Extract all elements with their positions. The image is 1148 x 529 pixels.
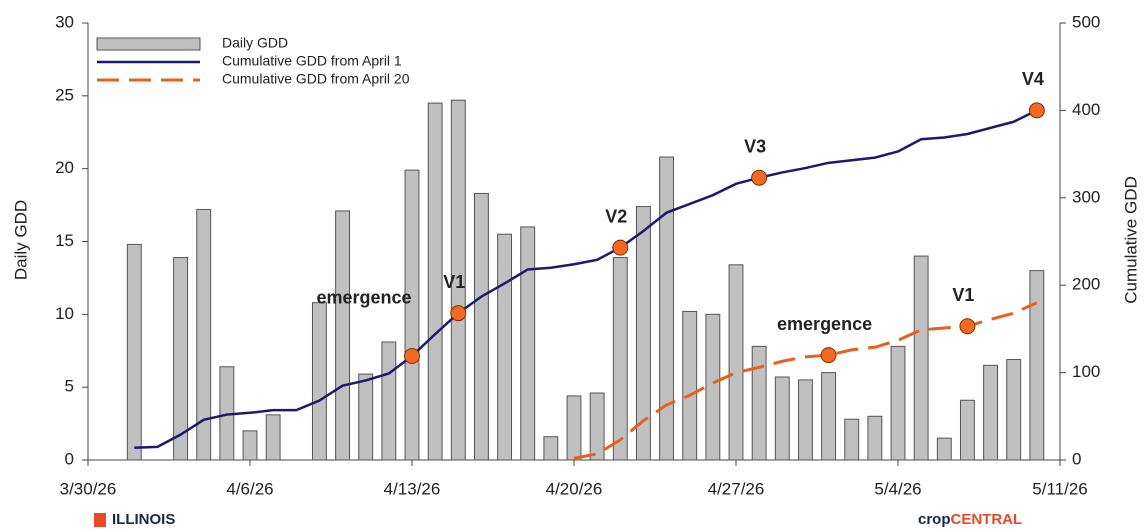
- logo-icon: [94, 513, 106, 527]
- y-tick-label: 10: [55, 304, 74, 323]
- bar: [335, 210, 351, 461]
- y2-tick-label: 400: [1072, 100, 1100, 119]
- brand: cropCENTRAL: [918, 511, 1022, 528]
- x-tick-label: 4/13/26: [384, 479, 441, 498]
- x-tick-label: 4/6/26: [226, 479, 273, 498]
- y2-tick-label: 100: [1072, 362, 1100, 381]
- bar: [913, 255, 929, 461]
- stage-marker: [1028, 102, 1045, 119]
- bar: [520, 226, 536, 461]
- legend-label: Daily GDD: [222, 35, 288, 51]
- y2-axis-title: Cumulative GDD: [1121, 176, 1140, 304]
- y2-tick-label: 0: [1072, 449, 1081, 468]
- stage-label: V3: [744, 136, 766, 156]
- bar: [242, 430, 258, 461]
- stage-label: V1: [443, 272, 465, 292]
- bar: [473, 192, 489, 461]
- legend: Daily GDD Cumulative GDD from April 1 Cumu…: [96, 35, 410, 87]
- bar: [196, 208, 212, 461]
- bar: [659, 156, 675, 461]
- stage-marker: [450, 305, 467, 322]
- bar: [959, 399, 975, 461]
- y-axis-title: Daily GDD: [11, 200, 30, 280]
- bar: [821, 372, 837, 461]
- stage-marker: [404, 347, 420, 364]
- y2-tick-label: 500: [1072, 12, 1100, 31]
- y-tick-label: 15: [55, 231, 74, 250]
- bar: [1006, 358, 1022, 461]
- legend-label: Cumulative GDD from April 20: [222, 71, 410, 87]
- stage-label: emergence: [316, 288, 411, 308]
- stage-marker: [612, 239, 629, 256]
- x-tick-label: 4/20/26: [546, 479, 603, 498]
- y2-tick-label: 300: [1072, 187, 1100, 206]
- x-tick-label: 3/30/26: [60, 479, 117, 498]
- line: [134, 109, 1038, 450]
- bar: [126, 243, 142, 461]
- bar: [311, 302, 327, 461]
- bar: [543, 436, 559, 461]
- brand-b: CENTRAL: [951, 511, 1023, 528]
- bar: [381, 341, 397, 461]
- bar: [450, 99, 466, 461]
- stage-label: V1: [952, 285, 974, 305]
- brand-a: crop: [918, 511, 951, 528]
- line: [573, 301, 1038, 460]
- bar: [774, 376, 790, 461]
- bar: [265, 414, 281, 461]
- bar: [705, 313, 721, 461]
- legend-label: Cumulative GDD from April 1: [222, 53, 402, 69]
- bar: [497, 233, 513, 461]
- bar: [404, 169, 420, 461]
- stage-marker: [959, 318, 976, 335]
- x-tick-label: 5/4/26: [874, 479, 921, 498]
- bar: [612, 257, 628, 461]
- bar: [566, 395, 582, 461]
- stage-label: emergence: [777, 314, 872, 334]
- bar: [844, 418, 860, 461]
- bar: [682, 310, 698, 461]
- y-tick-label: 0: [65, 449, 74, 468]
- y-tick-label: 30: [55, 12, 74, 31]
- y2-tick-label: 200: [1072, 275, 1100, 294]
- y-tick-label: 5: [65, 377, 74, 396]
- bar: [867, 415, 883, 461]
- illinois-logo: ILLINOIS: [94, 511, 175, 528]
- bar: [427, 102, 443, 461]
- legend-swatch: [96, 37, 201, 51]
- bar: [797, 379, 813, 461]
- bar: [358, 373, 374, 461]
- y-tick-label: 25: [55, 85, 74, 104]
- bar: [890, 345, 906, 461]
- bar: [983, 364, 999, 461]
- bar: [1029, 270, 1045, 461]
- bar: [936, 437, 952, 461]
- x-tick-label: 4/27/26: [708, 479, 765, 498]
- stage-marker: [820, 347, 837, 364]
- logo-text: ILLINOIS: [112, 511, 175, 528]
- stage-marker: [751, 169, 768, 186]
- bar: [635, 206, 651, 461]
- bar: [751, 345, 767, 461]
- stage-label: V2: [605, 206, 627, 226]
- stage-label: V4: [1022, 69, 1044, 89]
- y-tick-label: 20: [55, 158, 74, 177]
- x-tick-label: 5/11/26: [1032, 479, 1087, 498]
- bar: [589, 392, 605, 461]
- bar: [728, 264, 744, 461]
- bar: [173, 257, 189, 461]
